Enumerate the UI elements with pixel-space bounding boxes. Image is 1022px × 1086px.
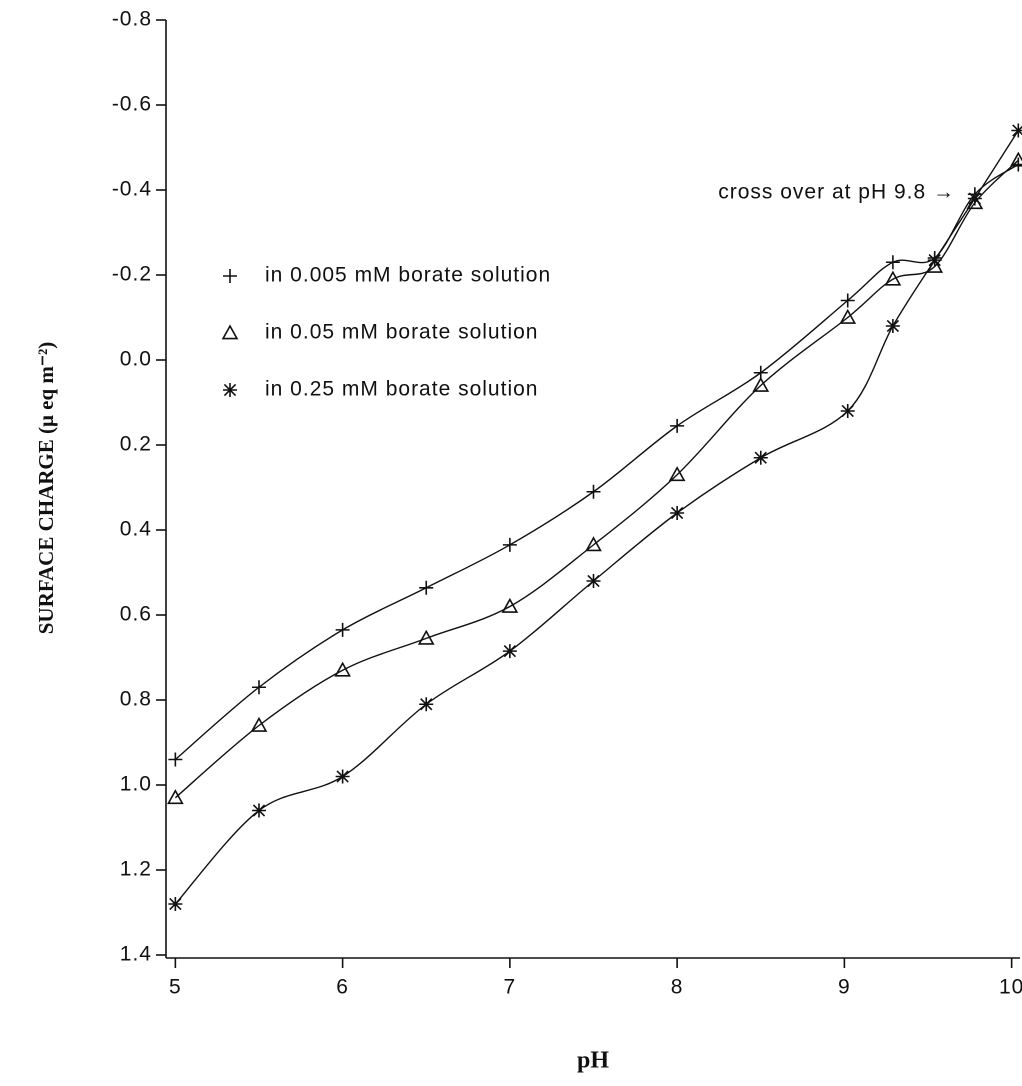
- marker: [167, 789, 184, 805]
- marker: [502, 644, 517, 659]
- marker: [502, 537, 517, 552]
- marker: [335, 769, 350, 784]
- y-tick-label: 1.4: [120, 943, 152, 966]
- y-tick-label: 1.0: [120, 773, 152, 796]
- marker: [927, 253, 942, 268]
- marker: [884, 270, 902, 286]
- y-tick-label: 0.6: [120, 603, 152, 626]
- marker: [885, 319, 900, 333]
- marker: [840, 404, 855, 418]
- marker: [335, 622, 350, 637]
- y-tick-label: -0.8: [112, 8, 152, 31]
- marker: [840, 293, 855, 308]
- marker: [168, 752, 183, 767]
- y-tick-label: 1.2: [120, 858, 152, 881]
- marker: [839, 308, 857, 324]
- marker: [334, 661, 351, 677]
- legend-label: in 0.05 mM borate solution: [265, 321, 538, 344]
- marker: [250, 716, 268, 732]
- x-tick-label: 5: [169, 976, 182, 999]
- y-tick-label: -0.2: [112, 263, 152, 286]
- marker: [501, 597, 519, 613]
- marker: [885, 255, 900, 270]
- legend-label: in 0.25 mM borate solution: [265, 378, 538, 401]
- y-tick-label: 0.2: [120, 433, 152, 456]
- y-axis-label: SURFACE CHARGE (μ eq m⁻²): [34, 342, 58, 635]
- marker: [419, 697, 434, 712]
- series-line: [174, 130, 1019, 905]
- series-line: [174, 159, 1019, 799]
- legend-label: in 0.005 mM borate solution: [265, 264, 551, 287]
- marker: [223, 383, 237, 397]
- marker: [668, 466, 686, 482]
- marker: [221, 324, 239, 340]
- marker: [223, 269, 237, 283]
- marker: [585, 536, 602, 552]
- x-tick-label: 6: [336, 976, 349, 999]
- marker: [586, 574, 601, 588]
- marker: [670, 418, 685, 433]
- y-tick-label: 0.4: [120, 518, 152, 541]
- x-tick-label: 9: [838, 976, 851, 999]
- x-tick-label: 7: [504, 976, 517, 999]
- y-tick-label: -0.6: [112, 93, 152, 116]
- marker: [168, 897, 183, 911]
- marker: [251, 803, 266, 818]
- marker: [1011, 123, 1022, 138]
- marker: [753, 450, 768, 465]
- x-tick-label: 10: [999, 976, 1022, 999]
- y-tick-label: 0.8: [120, 688, 152, 711]
- marker: [670, 506, 685, 520]
- marker: [251, 680, 266, 695]
- marker: [417, 629, 435, 645]
- series-line: [174, 163, 1019, 761]
- x-tick-label: 8: [671, 976, 684, 999]
- marker: [419, 580, 434, 595]
- y-tick-label: -0.4: [112, 178, 152, 201]
- y-tick-label: 0.0: [120, 348, 152, 371]
- annotation: cross over at pH 9.8 →: [718, 181, 955, 204]
- marker: [752, 376, 770, 392]
- marker: [967, 191, 982, 206]
- x-axis-label: pH: [577, 1048, 609, 1074]
- marker: [586, 484, 601, 499]
